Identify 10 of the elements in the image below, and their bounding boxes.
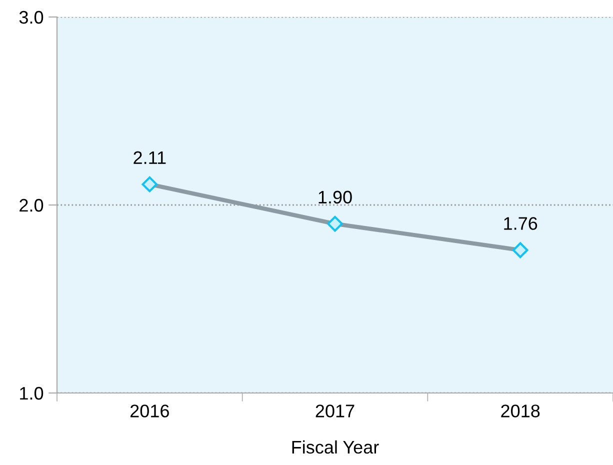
y-tick-label: 1.0 bbox=[20, 386, 44, 400]
text: 1.76 bbox=[504, 217, 538, 230]
text: 1.90 bbox=[318, 190, 352, 204]
x-tick-label: 2017 bbox=[316, 404, 354, 418]
x-tick-label: 2018 bbox=[501, 404, 540, 418]
text: 2.11 bbox=[134, 151, 166, 164]
x-tick-label: 2016 bbox=[130, 404, 169, 418]
y-tick-label: 2.0 bbox=[20, 198, 44, 212]
x-axis-title: Fiscal Year bbox=[292, 440, 379, 454]
y-tick-label: 3.0 bbox=[19, 10, 44, 24]
